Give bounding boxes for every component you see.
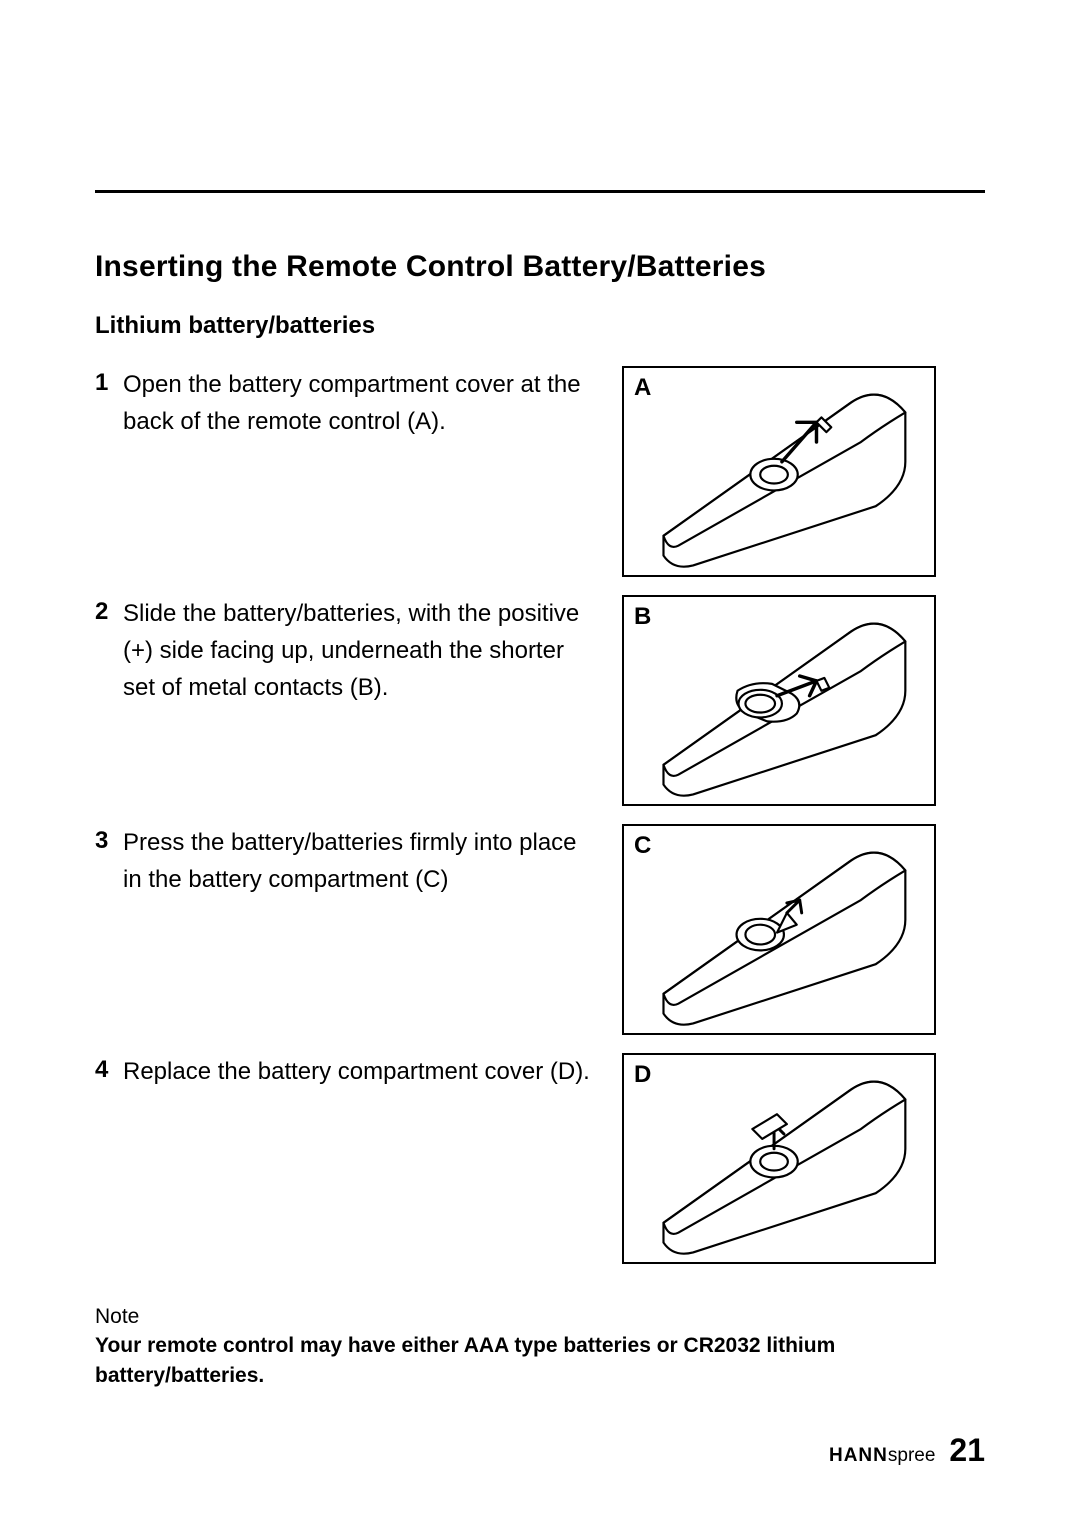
step-text: Replace the battery compartment cover (D… bbox=[123, 1053, 590, 1090]
brand-part-b: spree bbox=[888, 1445, 936, 1466]
page-number: 21 bbox=[949, 1432, 985, 1469]
note-block: Note Your remote control may have either… bbox=[95, 1302, 985, 1390]
step-text-block: 4 Replace the battery compartment cover … bbox=[95, 1053, 600, 1090]
brand-logo: HANNspree bbox=[829, 1444, 935, 1467]
step-row: 3 Press the battery/batteries firmly int… bbox=[95, 824, 985, 1035]
brand-part-a: HANN bbox=[829, 1445, 888, 1466]
note-label: Note bbox=[95, 1302, 985, 1331]
step-text: Slide the battery/batteries, with the po… bbox=[123, 595, 600, 707]
figure-b: B bbox=[622, 595, 936, 806]
page-heading: Inserting the Remote Control Battery/Bat… bbox=[95, 250, 985, 284]
step-row: 2 Slide the battery/batteries, with the … bbox=[95, 595, 985, 806]
subheading: Lithium battery/batteries bbox=[95, 312, 985, 340]
figure-d: D bbox=[622, 1053, 936, 1264]
figure-c: C bbox=[622, 824, 936, 1035]
step-text-block: 2 Slide the battery/batteries, with the … bbox=[95, 595, 600, 707]
step-row: 1 Open the battery compartment cover at … bbox=[95, 366, 985, 577]
step-text-block: 1 Open the battery compartment cover at … bbox=[95, 366, 600, 440]
remote-diagram-icon bbox=[624, 597, 934, 805]
step-text: Open the battery compartment cover at th… bbox=[123, 366, 600, 440]
horizontal-rule bbox=[95, 190, 985, 193]
step-text-block: 3 Press the battery/batteries firmly int… bbox=[95, 824, 600, 898]
steps-list: 1 Open the battery compartment cover at … bbox=[95, 366, 985, 1282]
remote-diagram-icon bbox=[624, 1055, 934, 1263]
step-number: 3 bbox=[95, 824, 123, 859]
note-text: Your remote control may have either AAA … bbox=[95, 1331, 985, 1390]
step-text: Press the battery/batteries firmly into … bbox=[123, 824, 600, 898]
page-footer: HANNspree 21 bbox=[829, 1432, 985, 1469]
step-number: 4 bbox=[95, 1053, 123, 1088]
remote-diagram-icon bbox=[624, 368, 934, 576]
remote-diagram-icon bbox=[624, 826, 934, 1034]
step-number: 2 bbox=[95, 595, 123, 630]
figure-a: A bbox=[622, 366, 936, 577]
step-number: 1 bbox=[95, 366, 123, 401]
step-row: 4 Replace the battery compartment cover … bbox=[95, 1053, 985, 1264]
